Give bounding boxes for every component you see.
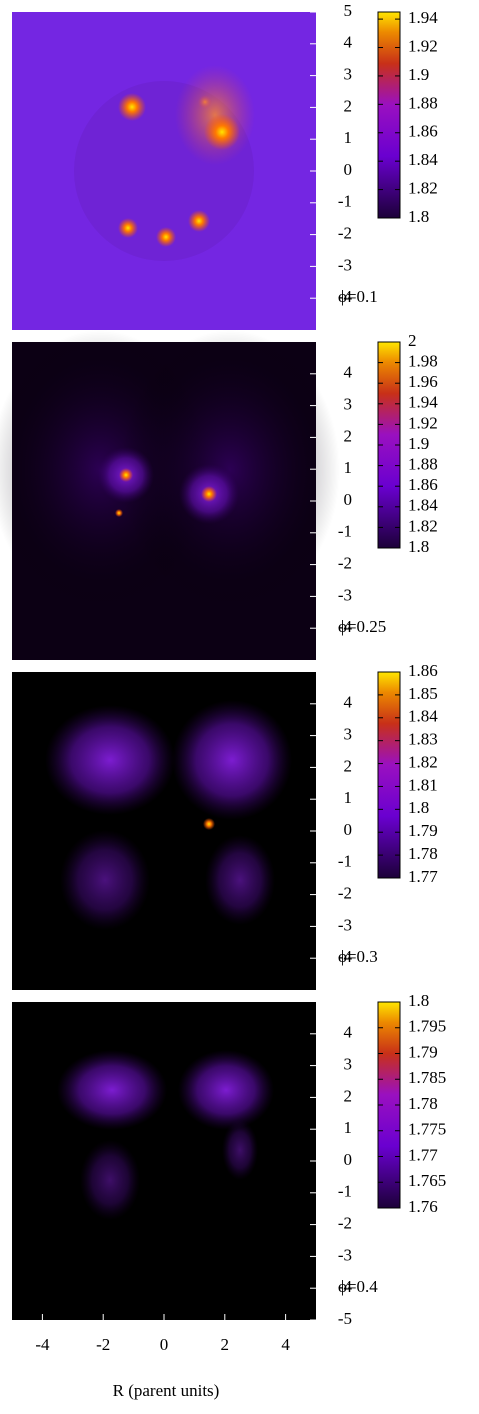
colorbar-tick-label: 1.84 [408,150,438,169]
colorbar-tick-label: 1.98 [408,352,438,371]
colorbar-tick-label: 1.76 [408,1197,438,1216]
y-tick-label: 1 [344,458,353,477]
heatmap-image [0,12,340,1320]
colorbar-tick-label: 1.81 [408,775,438,794]
y-tick-label: -1 [338,522,352,541]
y-tick-label: 3 [344,65,353,84]
x-tick-label: 0 [160,1335,169,1354]
colorbar-tick-label: 1.77 [408,867,438,886]
y-tick-label: 0 [344,490,353,509]
x-axis-label: R (parent units) [113,1381,220,1400]
y-tick-label: 1 [344,1118,353,1137]
y-tick-label: 3 [344,1055,353,1074]
colorbar-tick-label: 1.8 [408,991,429,1010]
colorbar-tick-label: 1.8 [408,207,429,226]
colorbar-tick-label: 1.86 [408,122,438,141]
y-tick-label: -4 [338,947,353,966]
y-tick-label: -4 [338,287,353,306]
y-tick-label: -2 [338,1214,352,1233]
colorbar-tick-label: 1.77 [408,1145,438,1164]
y-tick-label: 3 [344,725,353,744]
y-tick-label: -3 [338,585,352,604]
y-tick-label: -3 [338,915,352,934]
colorbar-tick-label: 1.765 [408,1171,446,1190]
colorbar-tick-label: 1.86 [408,661,438,680]
colorbar-tick-label: 1.8 [408,798,429,817]
y-tick-label: 0 [344,1150,353,1169]
colorbar-tick-label: 1.785 [408,1068,446,1087]
colorbar-tick-label: 1.96 [408,372,438,391]
y-tick-label: 4 [344,1023,353,1042]
colorbar-tick-label: 1.92 [408,413,438,432]
y-tick-label: 0 [344,820,353,839]
y-tick-label: 3 [344,395,353,414]
x-tick-label: -4 [35,1335,50,1354]
colorbar-tick-label: 1.8 [408,537,429,556]
colorbar-tick-label: 1.83 [408,730,438,749]
y-tick-label: 2 [344,426,353,445]
y-tick-label: 2 [344,756,353,775]
panel-label: ϕ=0.1 [338,287,378,306]
colorbar-tick-label: 1.84 [408,707,438,726]
y-tick-label: 2 [344,1086,353,1105]
y-tick-label: 0 [344,160,353,179]
colorbar-tick-label: 1.94 [408,393,438,412]
colorbar-tick-label: 1.86 [408,475,438,494]
colorbar-tick-label: 2 [408,331,417,350]
colorbar-tick-label: 1.88 [408,455,438,474]
y-tick-label: -1 [338,1182,352,1201]
colorbar-tick-label: 1.92 [408,36,438,55]
colorbar-tick-label: 1.78 [408,1094,438,1113]
x-tick-label: -2 [96,1335,110,1354]
y-tick-label: -1 [338,192,352,211]
colorbar-tick-label: 1.795 [408,1017,446,1036]
panel-label: ϕ=0.25 [338,617,386,636]
y-tick-label: 4 [344,33,353,52]
y-tick-label: -4 [338,617,353,636]
colorbar-tick-label: 1.79 [408,1042,438,1061]
y-tick-label: -4 [338,1277,353,1296]
x-tick-label: 4 [281,1335,290,1354]
y-tick-label: -2 [338,224,352,243]
y-tick-label: -2 [338,554,352,573]
y-tick-label: -5 [338,1309,352,1328]
y-tick-label: 1 [344,788,353,807]
colorbar [377,671,401,879]
x-tick-label: 2 [221,1335,230,1354]
y-tick-label: 4 [344,363,353,382]
colorbar-tick-label: 1.82 [408,516,438,535]
y-tick-label: 4 [344,693,353,712]
y-tick-label: -2 [338,884,352,903]
y-tick-label: 1 [344,128,353,147]
y-tick-label: -1 [338,852,352,871]
colorbar-tick-label: 1.82 [408,178,438,197]
colorbar-tick-label: 1.775 [408,1120,446,1139]
colorbar-tick-label: 1.94 [408,8,438,27]
colorbar [377,11,401,219]
colorbar-tick-label: 1.84 [408,496,438,515]
panel-label: ϕ=0.3 [338,947,378,966]
y-tick-label: -3 [338,255,352,274]
colorbar-tick-label: 1.78 [408,844,438,863]
colorbar-tick-label: 1.79 [408,821,438,840]
colorbar-tick-label: 1.85 [408,684,438,703]
colorbar-tick-label: 1.9 [408,65,429,84]
y-tick-label: -3 [338,1245,352,1264]
colorbar-tick-label: 1.9 [408,434,429,453]
y-tick-label: 5 [344,1,353,20]
panel-label: ϕ=0.4 [338,1277,378,1296]
y-tick-label: 2 [344,96,353,115]
colorbar-tick-label: 1.82 [408,752,438,771]
colorbar-tick-label: 1.88 [408,93,438,112]
